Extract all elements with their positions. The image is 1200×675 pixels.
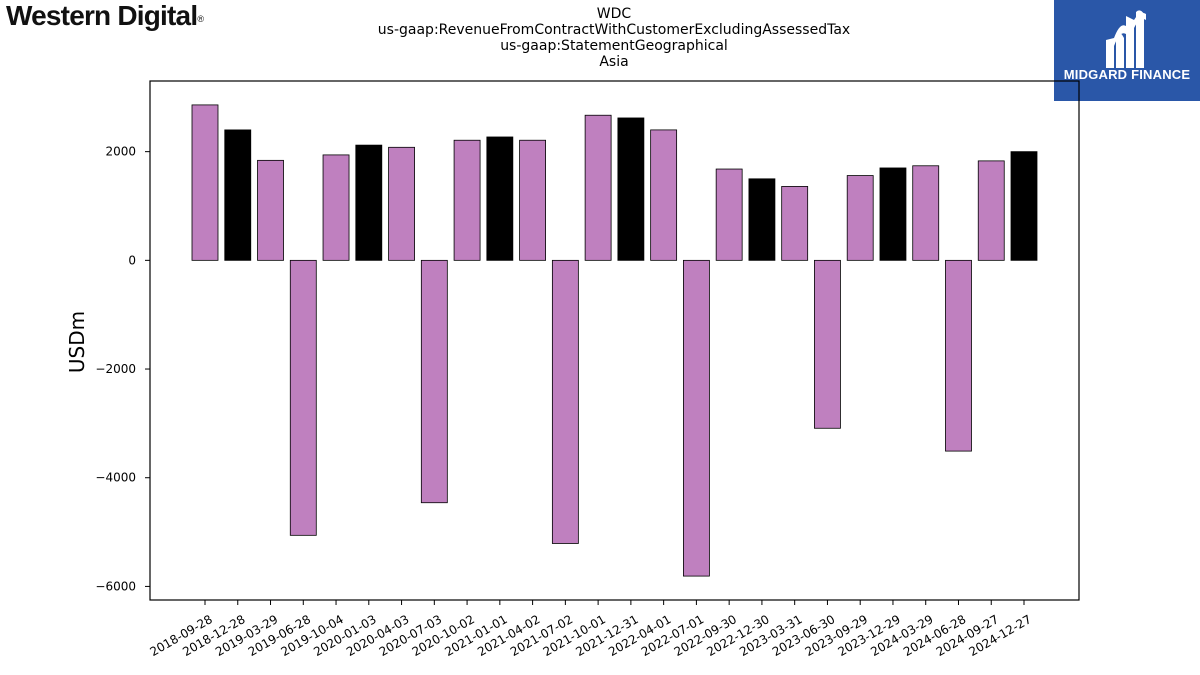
bar-2020-10-02 bbox=[453, 139, 481, 261]
bar-2023-03-31 bbox=[781, 186, 809, 261]
bar-2022-07-01 bbox=[683, 259, 710, 577]
chart-title-line: us-gaap:StatementGeographical bbox=[500, 38, 728, 54]
y-tick-label: −6000 bbox=[95, 579, 136, 593]
bar-2023-12-29 bbox=[879, 167, 907, 261]
bar-2021-01-01 bbox=[486, 136, 514, 261]
brand-name: MIDGARD FINANCE bbox=[1063, 67, 1191, 82]
western-digital-logo: Western Digital® bbox=[6, 0, 204, 32]
y-tick-label: 2000 bbox=[105, 145, 136, 159]
midgard-finance-logo: MIDGARD FINANCE bbox=[1054, 0, 1200, 101]
bar-2021-10-01 bbox=[584, 114, 612, 261]
registered-mark: ® bbox=[197, 14, 204, 24]
bar-2022-04-01 bbox=[650, 129, 678, 261]
plot-frame bbox=[149, 80, 1080, 601]
chart-title-line: us-gaap:RevenueFromContractWithCustomerE… bbox=[377, 22, 851, 38]
bar-2022-09-30 bbox=[715, 168, 743, 261]
bar-2021-07-02 bbox=[551, 259, 579, 544]
chart-title-line: Asia bbox=[599, 54, 629, 70]
y-tick-label: 0 bbox=[128, 253, 136, 267]
x-axis: 2018-09-282018-12-282019-03-292019-06-28… bbox=[147, 600, 1034, 659]
bars-group bbox=[191, 104, 1038, 577]
y-axis-label: USDm bbox=[65, 311, 89, 373]
bar-2018-12-28 bbox=[224, 129, 252, 261]
bar-2019-10-04 bbox=[322, 154, 350, 261]
bar-2020-07-03 bbox=[420, 259, 448, 504]
logo-text: Western Digital bbox=[6, 0, 198, 31]
bar-2019-03-29 bbox=[257, 159, 284, 261]
bar-2019-06-28 bbox=[289, 259, 317, 536]
bar-2018-09-28 bbox=[191, 104, 219, 261]
bar-2023-06-30 bbox=[814, 259, 841, 429]
bar-2024-03-29 bbox=[912, 165, 940, 261]
y-tick-label: −4000 bbox=[95, 471, 136, 485]
bar-2021-12-31 bbox=[617, 117, 645, 261]
bar-2024-09-27 bbox=[977, 160, 1005, 261]
y-tick-label: −2000 bbox=[95, 362, 136, 376]
chart-title-line: WDC bbox=[596, 6, 632, 22]
bar-2022-12-30 bbox=[748, 178, 776, 261]
bar-2023-09-29 bbox=[846, 175, 874, 261]
bar-2020-01-03 bbox=[355, 144, 383, 261]
chart-title: WDC us-gaap:RevenueFromContractWithCusto… bbox=[314, 6, 914, 70]
midgard-logo-icon bbox=[1106, 10, 1146, 68]
bar-2024-12-27 bbox=[1010, 151, 1038, 261]
bar-2021-04-02 bbox=[519, 139, 546, 261]
bar-2020-04-03 bbox=[388, 146, 415, 261]
bar-2024-06-28 bbox=[945, 259, 972, 452]
y-axis: −6000 −4000 −2000 0 2000 bbox=[95, 145, 150, 593]
